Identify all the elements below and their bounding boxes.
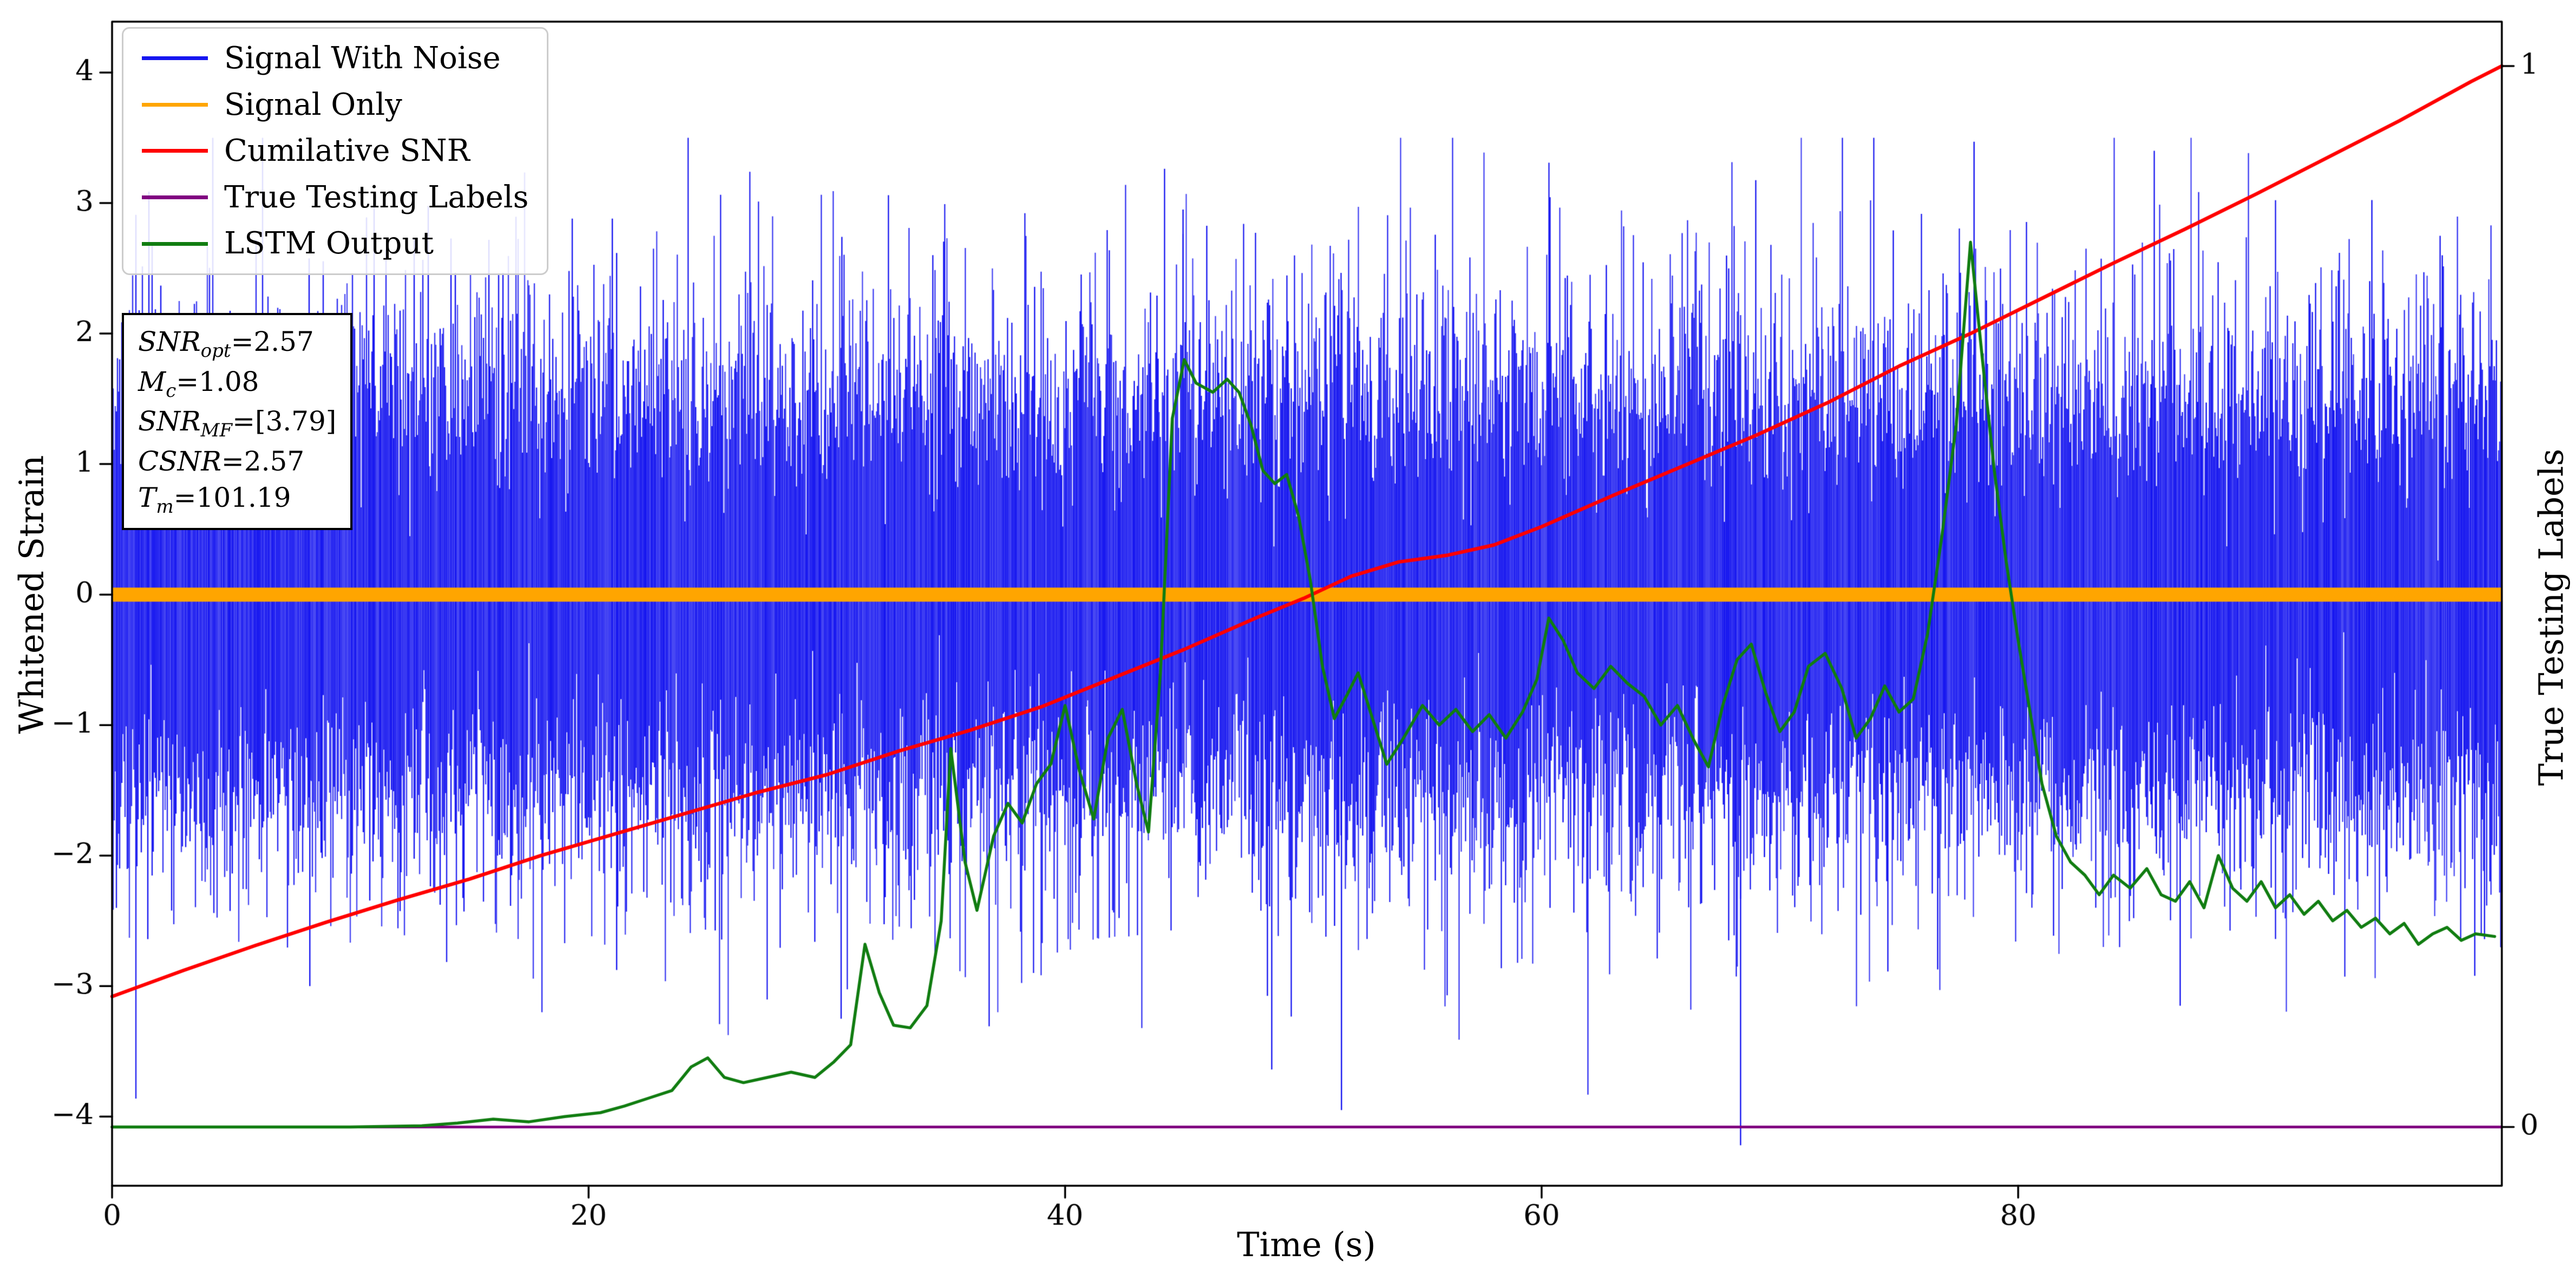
legend-label: Signal With Noise	[224, 41, 501, 76]
annotation-line: SNRMF=[3.79]	[138, 403, 336, 443]
annotation-text: CSNR	[138, 445, 221, 477]
legend-item: Cumilative SNR	[142, 134, 528, 168]
legend-label: True Testing Labels	[224, 179, 529, 215]
annotation-text: T	[138, 481, 156, 513]
legend-line-sample	[142, 102, 208, 107]
legend-line-sample	[142, 149, 208, 153]
annotation-line: CSNR=2.57	[138, 443, 336, 480]
legend-item: Signal With Noise	[142, 42, 528, 75]
annotation-text: =[3.79]	[232, 406, 337, 437]
legend: Signal With Noise Signal Only Cumilative S…	[122, 27, 549, 275]
legend-line-sample	[142, 56, 208, 61]
annotation-text: m	[156, 495, 174, 518]
y-axis-label-right: True Testing Labels	[2531, 448, 2571, 786]
annotation-text: =101.19	[173, 481, 291, 513]
annotation-text: c	[166, 380, 176, 402]
annotation-text: SNR	[138, 406, 201, 437]
legend-item: Signal Only	[142, 88, 528, 122]
legend-label: LSTM Output	[224, 226, 434, 262]
legend-item: LSTM Output	[142, 227, 528, 260]
annotation-text: M	[138, 365, 166, 397]
legend-line-sample	[142, 241, 208, 246]
annotation-line: SNRopt=2.57	[138, 324, 336, 364]
legend-item: True Testing Labels	[142, 181, 528, 214]
annotation-line: Mc=1.08	[138, 364, 336, 404]
annotation-box: SNRopt=2.57 Mc=1.08 SNRMF=[3.79] CSNR=2.57 T…	[122, 313, 353, 531]
x-axis-label: Time (s)	[1237, 1225, 1376, 1264]
legend-label: Cumilative SNR	[224, 133, 470, 169]
legend-label: Signal Only	[224, 87, 402, 122]
y-axis-label-left: Whitened Strain	[11, 455, 51, 734]
annotation-text: =2.57	[221, 445, 305, 477]
annotation-text: =2.57	[231, 326, 314, 357]
annotation-text: =1.08	[176, 365, 259, 397]
legend-line-sample	[142, 195, 208, 200]
annotation-text: MF	[200, 420, 233, 442]
annotation-line: Tm=101.19	[138, 480, 336, 520]
annotation-text: SNR	[138, 326, 201, 357]
annotation-text: opt	[200, 340, 231, 362]
